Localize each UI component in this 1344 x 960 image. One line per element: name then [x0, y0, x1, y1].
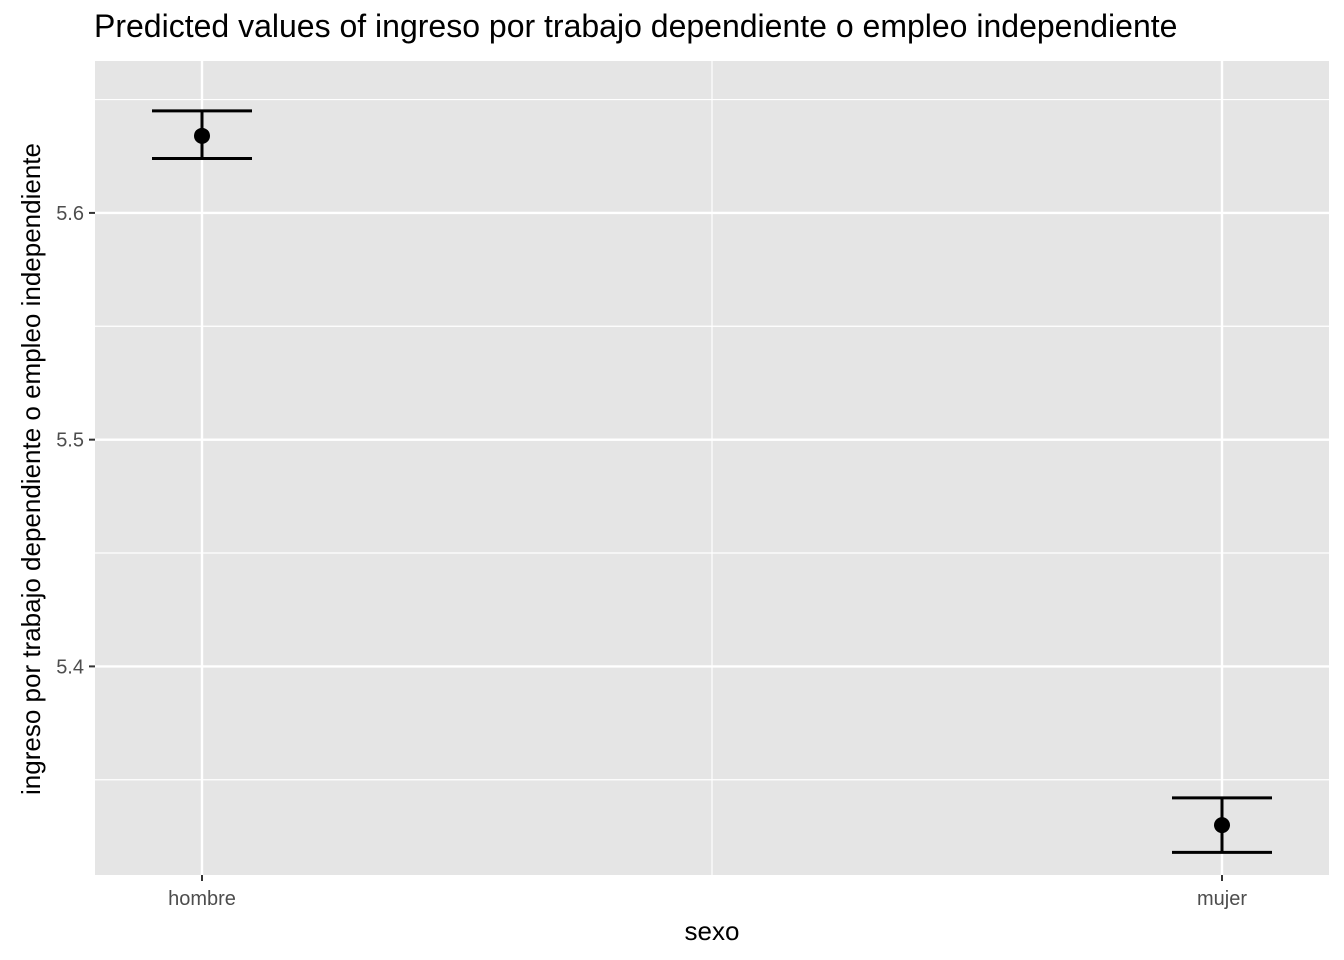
grid-layer [95, 61, 1329, 875]
y-tick-label: 5.4 [56, 656, 84, 678]
x-tick-label: mujer [1197, 888, 1247, 910]
axis-layer: 5.4 5.5 5.6 hombre mujer [56, 203, 1247, 910]
y-axis-title: ingreso por trabajo dependiente o empleo… [16, 143, 46, 795]
x-axis-title: sexo [685, 916, 740, 946]
data-point [1214, 817, 1230, 834]
x-tick-label: hombre [168, 888, 236, 910]
mark-layer [152, 109, 1272, 854]
data-point [194, 127, 210, 144]
y-tick-label: 5.6 [56, 203, 84, 225]
y-tick-label: 5.5 [56, 430, 84, 452]
chart-title: Predicted values of ingreso por trabajo … [94, 8, 1178, 44]
